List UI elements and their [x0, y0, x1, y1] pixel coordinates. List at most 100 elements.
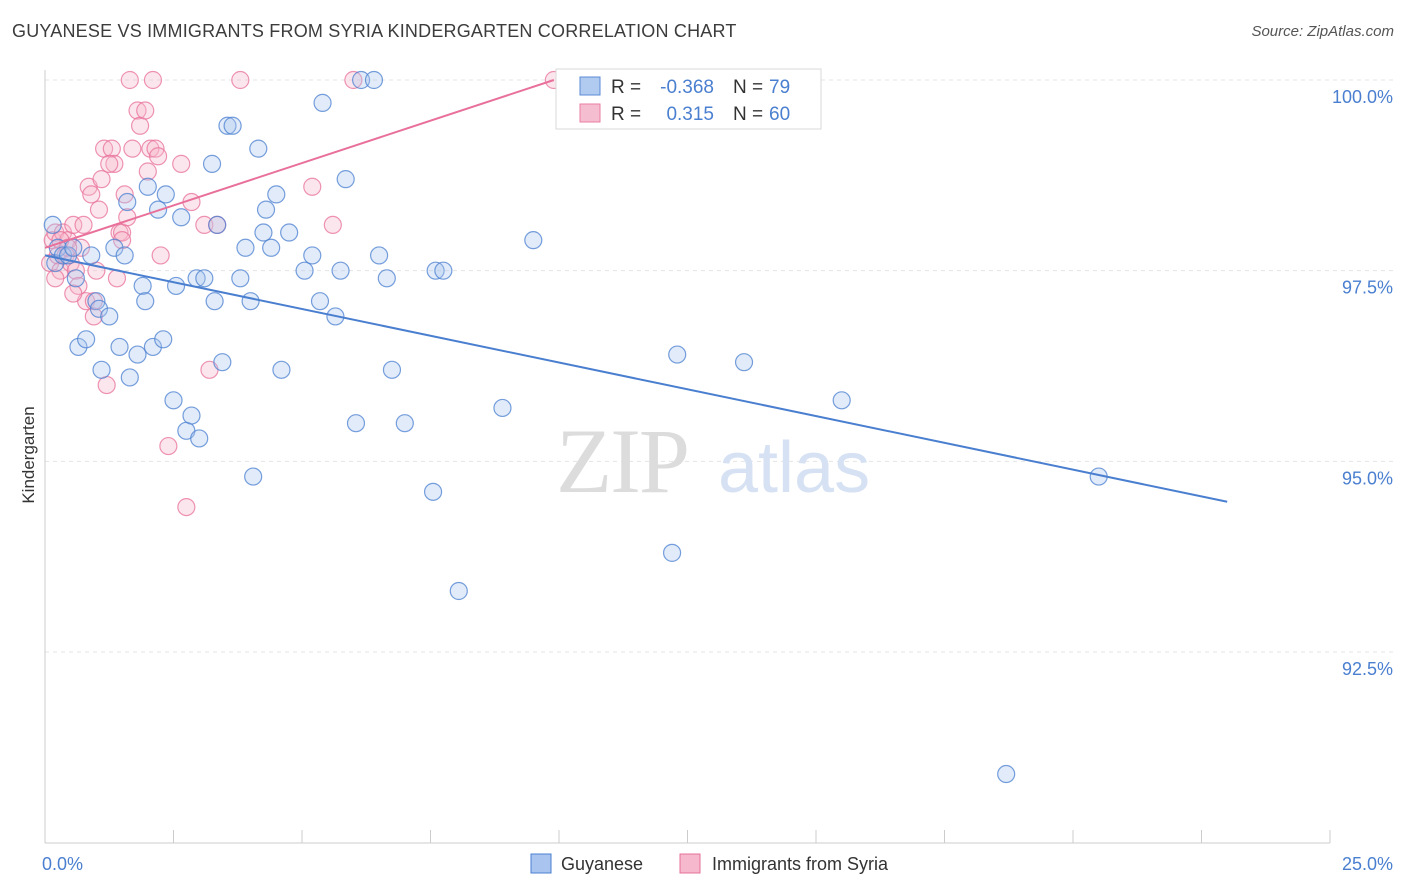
- guyanese-point: [92, 360, 111, 379]
- syria-point: [344, 70, 363, 90]
- syria-point: [148, 147, 168, 166]
- guyanese-point: [143, 337, 163, 357]
- bottom-legend-swatch-guyanese: [530, 853, 552, 874]
- syria-point: [323, 215, 342, 235]
- series-syria-points: [41, 70, 563, 517]
- guyanese-point: [43, 215, 62, 235]
- x-tick-label-max: 25.0%: [1342, 854, 1393, 874]
- y-tick-label-1: 97.5%: [1342, 278, 1393, 298]
- guyanese-point: [77, 330, 96, 349]
- guyanese-point: [295, 261, 314, 280]
- guyanese-point: [668, 345, 687, 364]
- guyanese-point: [241, 292, 260, 311]
- syria-point: [195, 215, 214, 235]
- legend-r-value-guyanese: -0.368: [660, 77, 714, 98]
- guyanese-point: [352, 70, 371, 90]
- y-tick-label-2: 95.0%: [1342, 468, 1393, 488]
- guyanese-point: [172, 208, 191, 227]
- syria-point: [143, 70, 163, 90]
- watermark-zip: ZIP: [556, 410, 688, 512]
- guyanese-point: [346, 414, 366, 433]
- syria-point: [89, 200, 109, 219]
- syria-point: [74, 215, 93, 235]
- guyanese-point: [118, 192, 137, 212]
- guyanese-point: [166, 276, 186, 296]
- guyanese-point: [208, 215, 227, 235]
- guyanese-point: [423, 482, 443, 501]
- syria-point: [151, 246, 170, 265]
- syria-point: [92, 170, 111, 189]
- guyanese-point: [493, 398, 512, 418]
- syria-point: [172, 154, 191, 173]
- bottom-legend: Guyanese Immigrants from Syria: [530, 853, 889, 874]
- syria-point: [177, 497, 196, 517]
- guyanese-point: [662, 543, 682, 562]
- correlation-legend: R = -0.368 N = 79 R = 0.315 N = 60: [555, 68, 822, 130]
- legend-swatch-syria: [579, 103, 601, 123]
- syria-point: [128, 101, 147, 120]
- guyanese-point: [524, 231, 543, 250]
- guyanese-point: [236, 238, 255, 257]
- guyanese-point: [156, 185, 175, 204]
- syria-point: [130, 116, 150, 135]
- legend-n-label-syria: N =: [733, 104, 763, 125]
- guyanese-point: [449, 581, 468, 601]
- trend-lines: [44, 79, 1228, 503]
- guyanese-point: [262, 238, 281, 257]
- guyanese-point: [154, 330, 173, 349]
- guyanese-point: [64, 238, 83, 257]
- grid-lines: [45, 79, 1393, 653]
- legend-n-value-syria: 60: [769, 104, 790, 125]
- syria-point: [136, 101, 155, 120]
- legend-n-value-guyanese: 79: [769, 77, 790, 98]
- syria-point: [97, 375, 116, 395]
- guyanese-point: [249, 139, 268, 158]
- guyanese-point: [336, 170, 355, 189]
- x-tick-label-min: 0.0%: [42, 854, 83, 874]
- syria-point: [105, 154, 124, 173]
- watermark-atlas: atlas: [718, 428, 870, 508]
- guyanese-point: [364, 70, 384, 90]
- guyanese-point: [310, 292, 330, 311]
- legend-r-value-syria: 0.315: [666, 104, 714, 125]
- legend-r-label-guyanese: R =: [611, 77, 641, 98]
- bottom-legend-swatch-syria: [679, 853, 701, 874]
- syria-point: [123, 139, 142, 158]
- guyanese-point: [105, 238, 124, 257]
- guyanese-point: [202, 154, 222, 173]
- guyanese-point: [395, 414, 414, 433]
- syria-point: [100, 154, 119, 173]
- guyanese-point: [182, 406, 201, 425]
- guyanese-point: [69, 337, 88, 357]
- chart-source: Source: ZipAtlas.com: [1251, 23, 1394, 40]
- guyanese-point: [128, 345, 147, 364]
- trend-line-guyanese: [44, 254, 1228, 503]
- guyanese-point: [138, 177, 157, 196]
- guyanese-point: [120, 368, 139, 387]
- guyanese-point: [133, 276, 152, 296]
- guyanese-point: [267, 185, 286, 204]
- legend-n-label-guyanese: N =: [733, 77, 763, 98]
- syria-point: [138, 162, 157, 181]
- guyanese-point: [89, 299, 109, 318]
- guyanese-point: [377, 269, 396, 288]
- guyanese-point: [426, 261, 445, 280]
- guyanese-point: [223, 116, 242, 135]
- y-tick-label-3: 92.5%: [1342, 659, 1393, 679]
- bottom-legend-label-syria: Immigrants from Syria: [712, 854, 889, 874]
- syria-point: [46, 269, 65, 288]
- chart-title: GUYANESE VS IMMIGRANTS FROM SYRIA KINDER…: [12, 21, 737, 41]
- guyanese-point: [244, 467, 263, 486]
- syria-point: [231, 70, 250, 90]
- guyanese-point: [231, 269, 250, 288]
- guyanese-point: [195, 269, 214, 288]
- guyanese-point: [82, 246, 101, 265]
- syria-point: [141, 139, 160, 158]
- guyanese-point: [100, 307, 119, 326]
- guyanese-point: [164, 391, 183, 410]
- guyanese-point: [280, 223, 299, 242]
- legend-swatch-guyanese: [579, 76, 601, 96]
- guyanese-point: [434, 261, 453, 280]
- guyanese-point: [734, 353, 754, 372]
